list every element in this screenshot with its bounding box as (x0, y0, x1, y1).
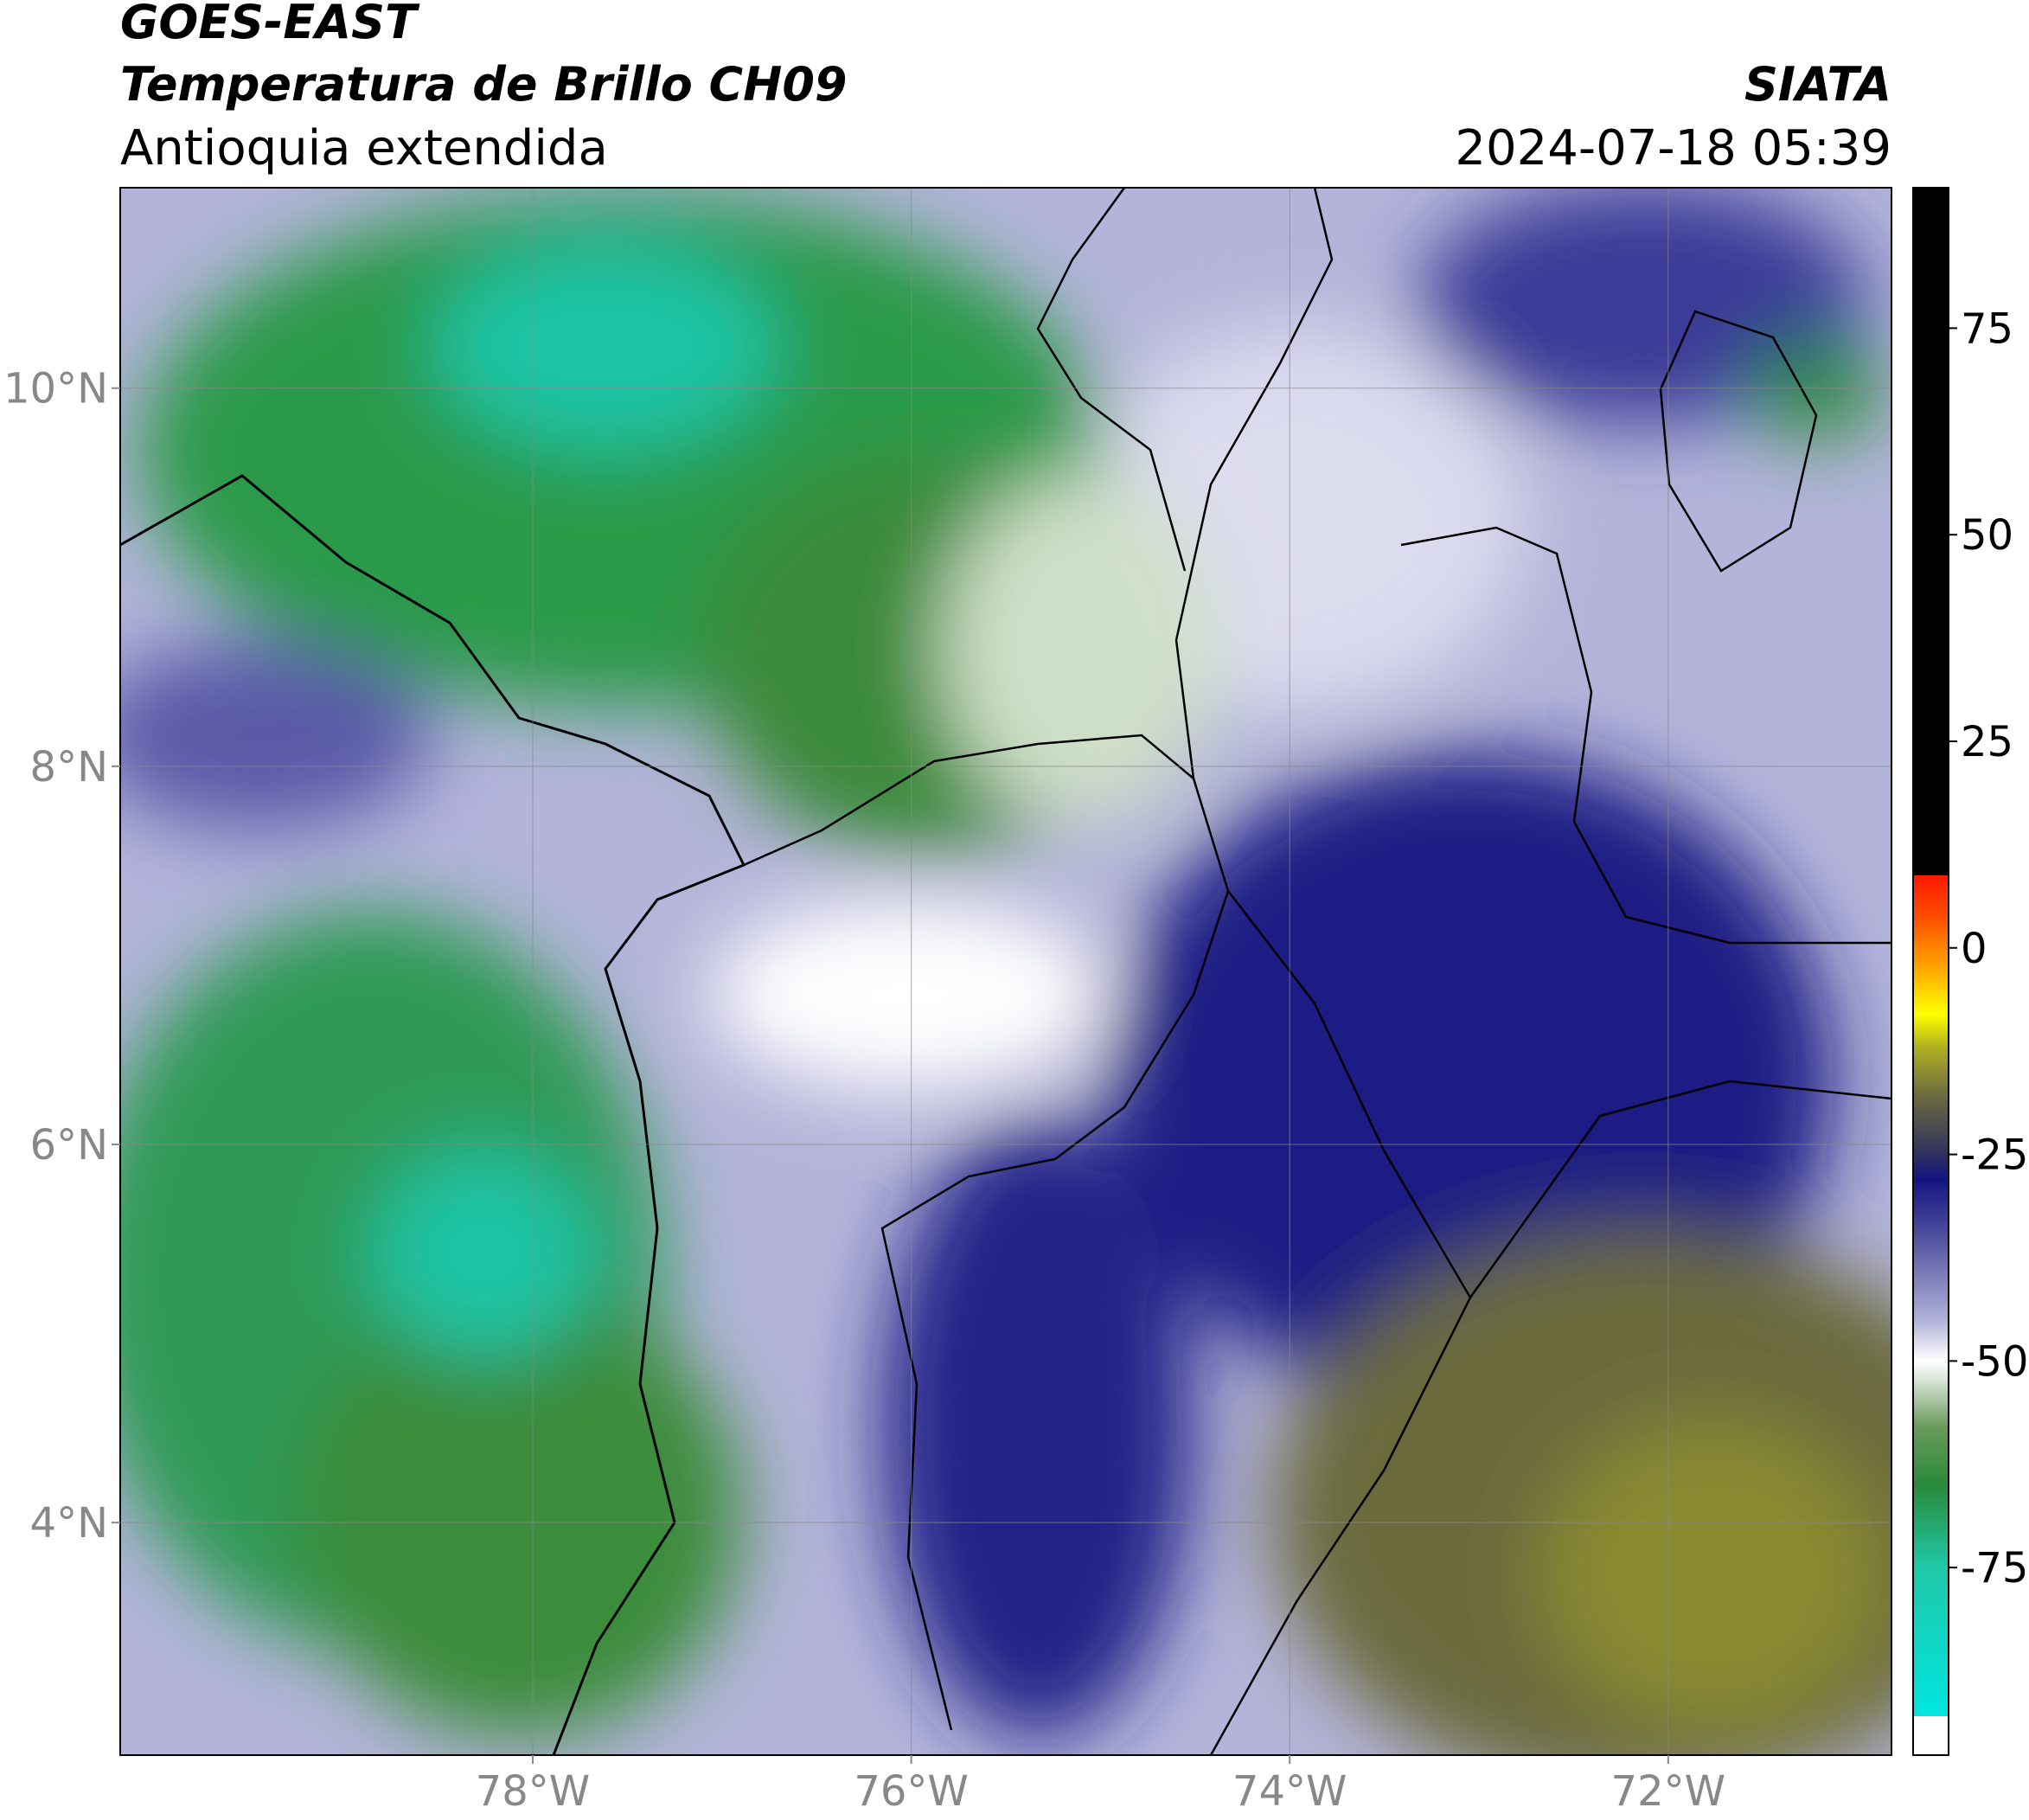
y-tick-label: 8°N (30, 743, 108, 791)
datetime: 2024-07-18 05:39 (1455, 120, 1891, 176)
subtitle: Temperatura de Brillo CH09 (120, 57, 848, 112)
satellite-image (120, 188, 1891, 1755)
y-tick-label: 10°N (3, 365, 108, 413)
x-tick-label: 76°W (854, 1767, 969, 1816)
y-tick-label: 6°N (30, 1121, 108, 1170)
map-frame (119, 187, 1892, 1756)
x-tick-label: 74°W (1232, 1767, 1347, 1816)
y-tick-label: 4°N (30, 1499, 108, 1548)
region: Antioquia extendida (120, 120, 608, 176)
colorbar-tick-label: 0 (1961, 925, 1987, 973)
title: GOES-EAST (120, 0, 420, 49)
colorbar-tick-label: 25 (1961, 718, 2013, 766)
colorbar-tick-label: -75 (1961, 1544, 2028, 1592)
source: SIATA (1744, 57, 1891, 112)
x-tick-label: 72°W (1611, 1767, 1726, 1816)
graticule (120, 188, 1891, 1755)
x-tick-label: 78°W (476, 1767, 591, 1816)
colorbar-tick-label: 75 (1961, 304, 2013, 353)
colorbar-fill (1912, 187, 1949, 1756)
colorbar: 75 50 25 0 -25 -50 -75 (1912, 187, 2028, 1756)
colorbar-tick-label: -50 (1961, 1337, 2028, 1386)
colorbar-tick-label: 50 (1961, 511, 2013, 560)
colorbar-tick-label: -25 (1961, 1131, 2028, 1180)
